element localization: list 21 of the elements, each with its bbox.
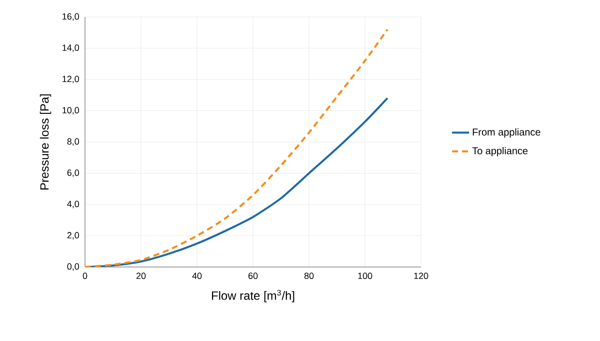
y-tick-label: 12,0 xyxy=(62,76,80,84)
y-tick-label: 8,0 xyxy=(67,138,80,146)
x-tick-label: 80 xyxy=(304,272,314,279)
y-tick-label: 6,0 xyxy=(67,170,80,177)
line-series xyxy=(85,28,388,267)
y-tick-label: 16,0 xyxy=(62,13,80,21)
x-tick-label: 120 xyxy=(414,272,428,279)
x-tick-label: 60 xyxy=(248,272,258,279)
legend-label: To appliance xyxy=(472,146,528,156)
y-tick-label: 10,0 xyxy=(62,107,80,114)
x-tick-label: 20 xyxy=(136,272,146,279)
legend-label: From appliance xyxy=(472,128,540,138)
x-tick-label: 40 xyxy=(192,272,202,279)
y-tick-label: 4,0 xyxy=(67,200,80,208)
x-axis-title: Flow rate [m$^{3}$/h] xyxy=(212,290,294,302)
y-axis-title: Pressure loss [Pa] xyxy=(40,94,52,190)
x-tick-label: 0 xyxy=(82,272,88,279)
y-tick-label: 14,0 xyxy=(62,44,80,52)
y-tick-label: 2,0 xyxy=(67,232,80,240)
y-tick-label: 0,0 xyxy=(67,263,80,271)
x-tick-label: 100 xyxy=(358,272,372,279)
